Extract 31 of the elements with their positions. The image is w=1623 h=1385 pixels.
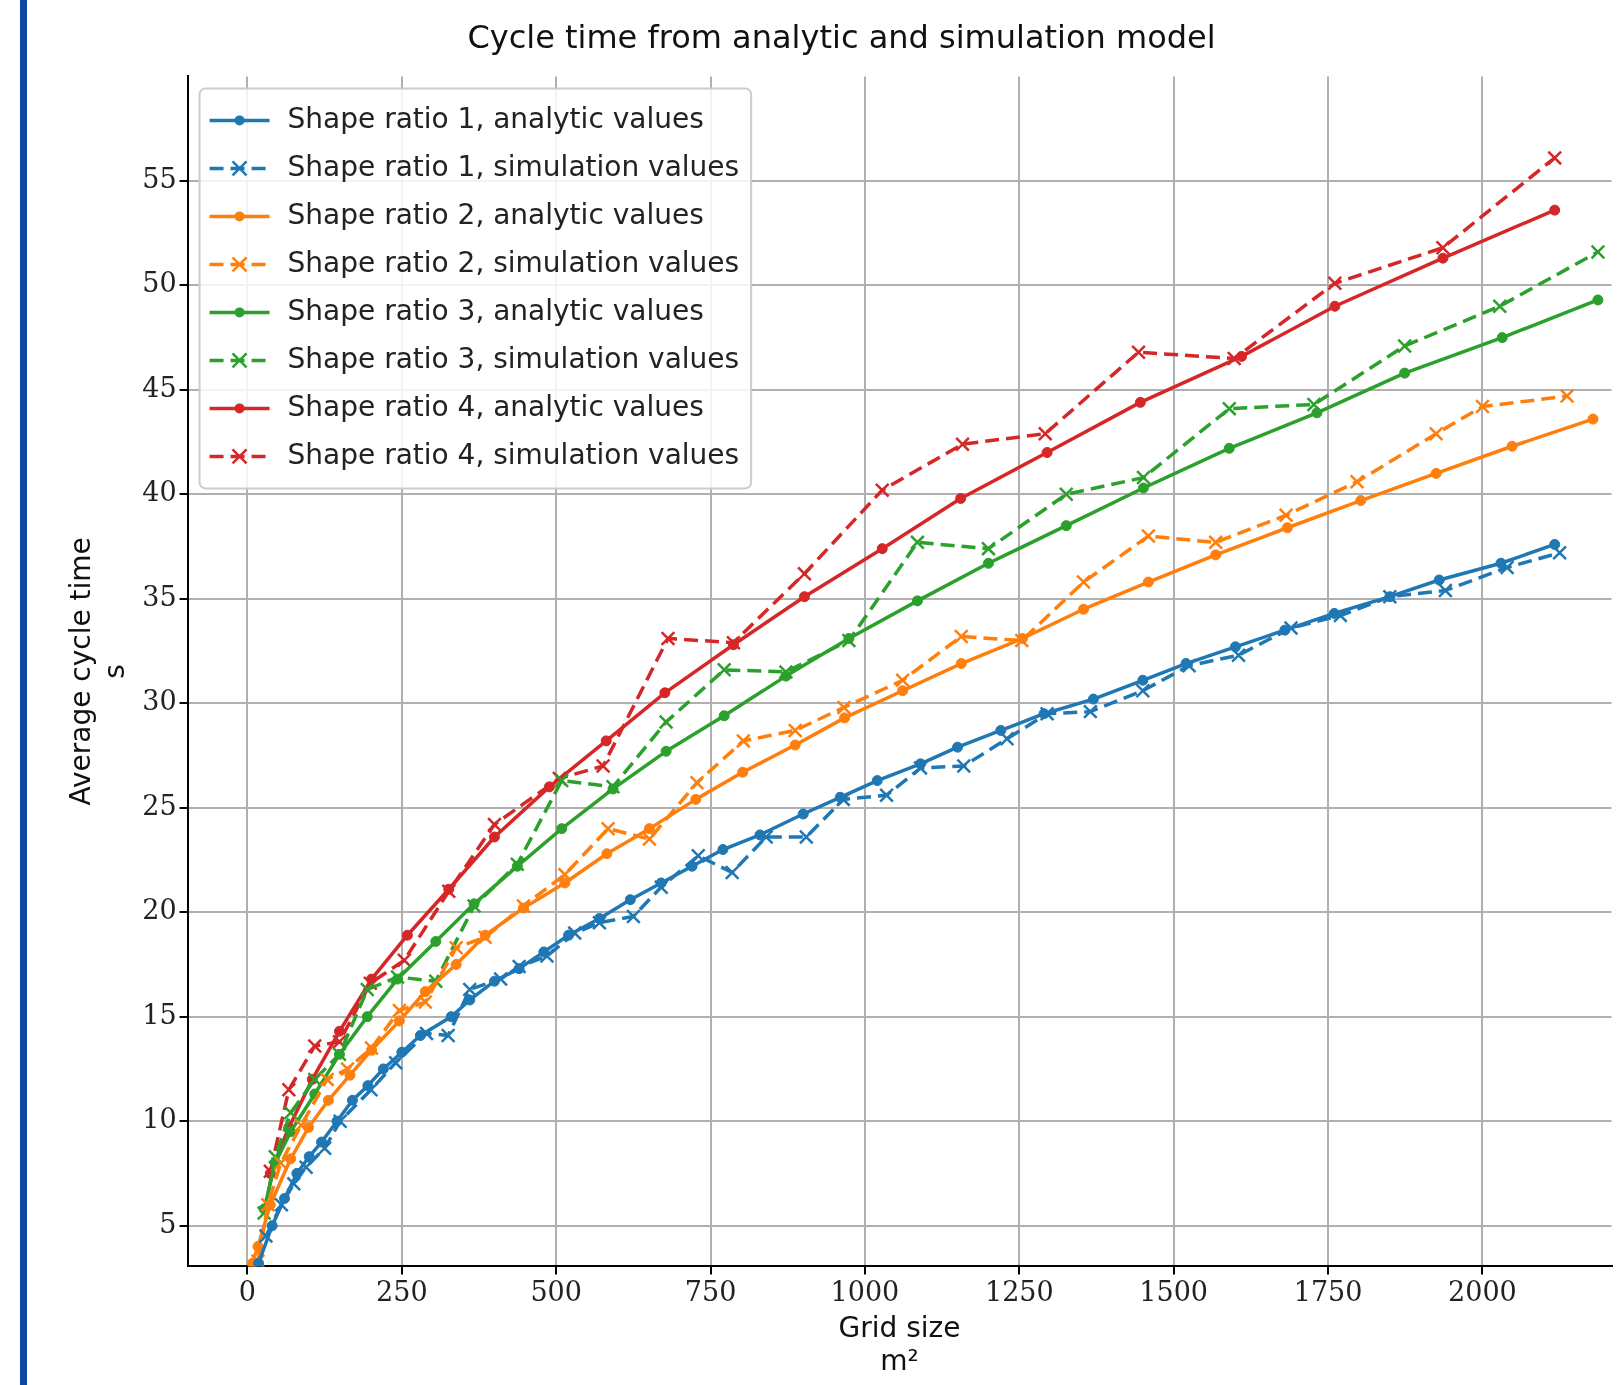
y-tick-label: 35 — [142, 580, 177, 612]
y-tick-label: 55 — [142, 162, 177, 194]
x-tick-label: 1500 — [1139, 1275, 1209, 1307]
y-tick-label: 20 — [142, 894, 177, 926]
y-tick-label: 45 — [142, 371, 177, 403]
y-tick-label: 50 — [142, 267, 177, 299]
x-tick-label: 750 — [684, 1275, 737, 1307]
x-tick-label: 250 — [376, 1275, 428, 1307]
y-tick-label: 15 — [142, 998, 177, 1030]
x-tick-label: 2000 — [1448, 1275, 1517, 1307]
legend-label: Shape ratio 3, analytic values — [287, 293, 704, 327]
y-tick-label: 5 — [159, 1207, 177, 1239]
chart-title: Cycle time from analytic and simulation model — [467, 17, 1216, 56]
y-tick-label: 10 — [142, 1103, 177, 1135]
y-tick-label: 40 — [142, 476, 177, 508]
legend-label: Shape ratio 2, simulation values — [287, 245, 740, 279]
y-tick-label: 30 — [142, 685, 177, 717]
x-axis-title: Grid size m² — [838, 1310, 961, 1378]
x-tick-label: 1000 — [830, 1275, 900, 1307]
x-tick-label: 1750 — [1293, 1275, 1363, 1307]
x-tick-label: 1250 — [984, 1275, 1054, 1307]
legend-label: Shape ratio 4, analytic values — [287, 389, 704, 423]
legend-label: Shape ratio 1, simulation values — [287, 149, 740, 183]
x-tick-label: 500 — [530, 1275, 582, 1307]
legend-label: Shape ratio 3, simulation values — [287, 341, 740, 375]
legend-label: Shape ratio 2, analytic values — [287, 197, 704, 231]
legend-label: Shape ratio 4, simulation values — [287, 437, 740, 471]
y-tick-label: 25 — [142, 789, 177, 821]
x-tick-label: 0 — [238, 1275, 257, 1307]
legend-label: Shape ratio 1, analytic values — [287, 101, 704, 135]
y-axis-title: Average cycle time s — [64, 537, 131, 806]
